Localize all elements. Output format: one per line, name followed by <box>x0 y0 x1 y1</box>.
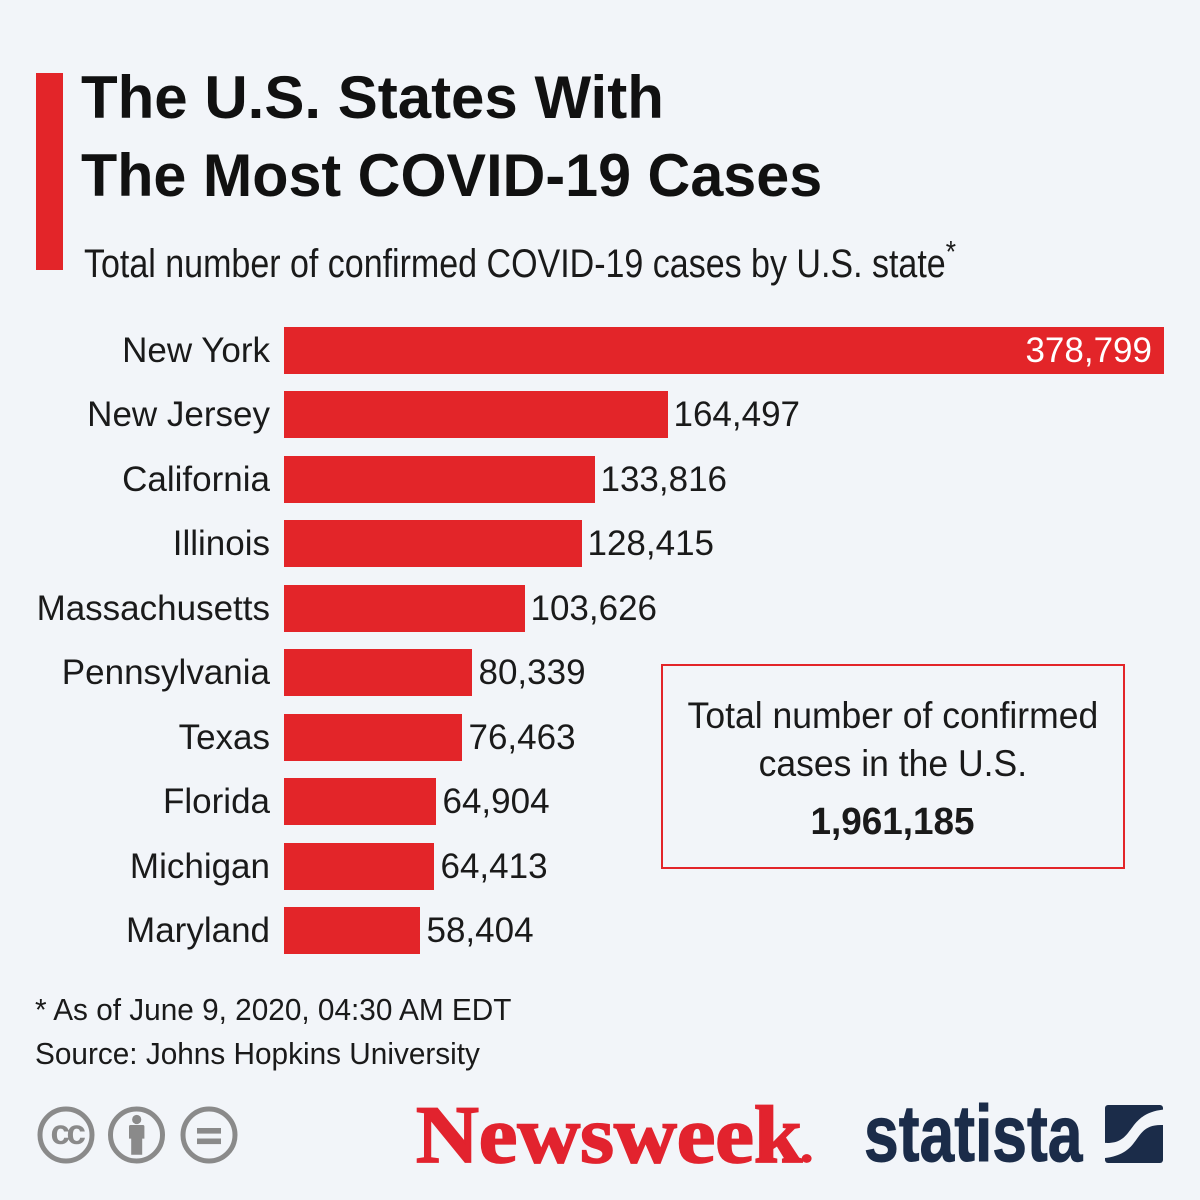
svg-text:cc: cc <box>51 1113 86 1152</box>
